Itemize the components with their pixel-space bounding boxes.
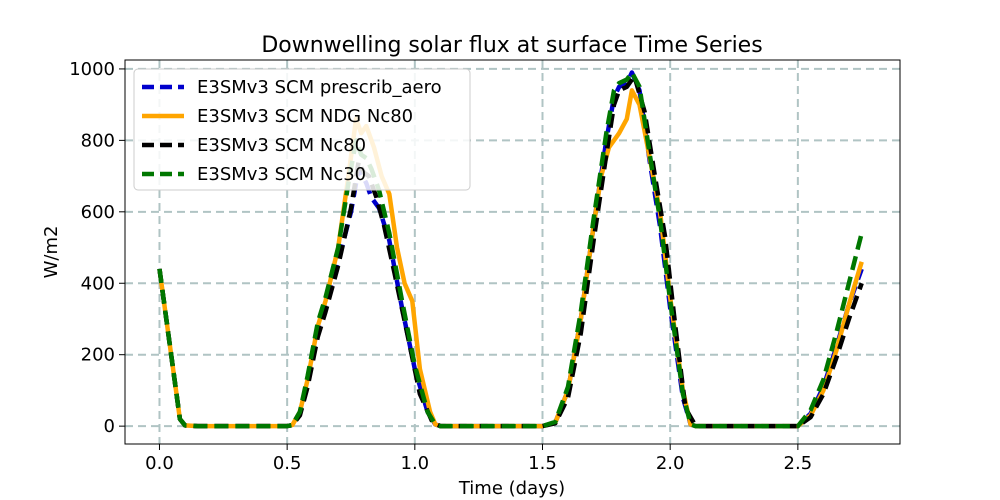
y-tick-label: 0 [104,416,115,437]
x-axis-label: Time (days) [458,478,565,499]
y-tick-label: 800 [81,130,115,151]
legend: E3SMv3 SCM prescrib_aero E3SMv3 SCM NDG N… [133,68,471,191]
x-tick-label: 2.5 [784,453,813,474]
y-tick-label: 600 [81,202,115,223]
x-tick-label: 2.0 [656,453,685,474]
y-tick-label: 1000 [69,59,115,80]
x-tick-label: 1.5 [528,453,557,474]
y-tick-label: 400 [81,273,115,294]
legend-label-3: E3SMv3 SCM Nc80 [197,135,366,156]
tick-layer: 0.0 0.5 1.0 1.5 2.0 2.5 0 200 400 600 800 1000 [69,59,812,474]
legend-label-2: E3SMv3 SCM NDG Nc80 [197,106,413,127]
x-tick-label: 0.0 [145,453,174,474]
chart-title: Downwelling solar flux at surface Time S… [261,33,762,58]
legend-label-1: E3SMv3 SCM prescrib_aero [197,77,442,98]
series-layer [157,70,864,429]
y-tick-label: 200 [81,345,115,366]
legend-label-4: E3SMv3 SCM Nc30 [197,164,366,185]
x-tick-label: 1.0 [401,453,430,474]
x-tick-label: 0.5 [273,453,302,474]
plot-frame [124,59,901,445]
legend-box [133,68,471,191]
series-line-4 [157,70,864,429]
y-axis-label: W/m2 [41,226,62,279]
